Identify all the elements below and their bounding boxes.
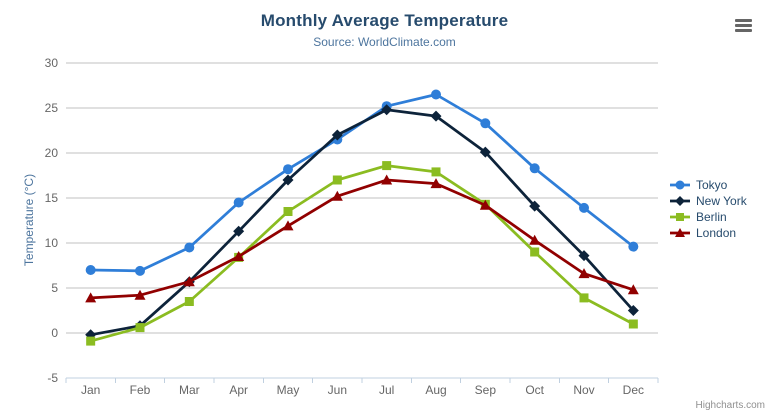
x-tick-label: Mar	[179, 383, 200, 397]
data-point-berlin[interactable]	[283, 207, 293, 216]
x-tick-label: Jul	[379, 383, 394, 397]
legend-square-icon	[670, 213, 690, 221]
data-point-new-york[interactable]	[233, 225, 245, 237]
data-point-tokyo[interactable]	[529, 163, 540, 174]
x-tick-label: Jan	[81, 383, 100, 397]
y-tick-label: 10	[45, 236, 59, 250]
x-tick-label: Apr	[229, 383, 248, 397]
data-point-berlin[interactable]	[135, 323, 145, 333]
x-tick-label: May	[277, 383, 300, 397]
data-point-new-york[interactable]	[282, 174, 294, 186]
data-point-berlin[interactable]	[530, 247, 540, 257]
x-tick-label: Dec	[623, 383, 644, 397]
data-point-london[interactable]	[233, 251, 245, 261]
legend-diamond-icon	[670, 196, 690, 206]
legend-label-berlin: Berlin	[696, 210, 727, 224]
series-line-new-york	[89, 108, 635, 337]
series-tokyo	[85, 89, 639, 276]
legend-item-new-york[interactable]: New York	[669, 195, 747, 207]
data-point-tokyo[interactable]	[431, 89, 441, 100]
legend-label-london: London	[696, 226, 737, 240]
x-tick-label: Nov	[573, 383, 594, 397]
data-point-new-york[interactable]	[627, 305, 639, 316]
hamburger-icon	[735, 19, 753, 32]
legend-label-new-york: New York	[696, 194, 747, 208]
chart-title: Monthly Average Temperature	[260, 11, 509, 30]
data-point-berlin[interactable]	[86, 336, 96, 346]
y-tick-label: 30	[45, 56, 59, 70]
data-point-london[interactable]	[529, 234, 541, 245]
legend-item-tokyo[interactable]: Tokyo	[669, 179, 747, 191]
data-point-berlin[interactable]	[382, 161, 392, 171]
export-menu-button[interactable]	[732, 14, 756, 36]
data-point-new-york[interactable]	[381, 104, 393, 116]
x-tick-label: Aug	[425, 383, 446, 397]
data-point-london[interactable]	[479, 199, 491, 210]
data-point-tokyo[interactable]	[283, 164, 293, 175]
y-tick-label: 5	[51, 281, 58, 295]
data-point-new-york[interactable]	[479, 146, 491, 158]
data-point-tokyo[interactable]	[628, 241, 639, 252]
series-london	[85, 174, 639, 303]
x-tick-label: Sep	[475, 383, 497, 397]
y-tick-label: 20	[45, 146, 59, 160]
data-point-london[interactable]	[430, 178, 442, 189]
chart-subtitle: Source: WorldClimate.com	[313, 35, 456, 49]
data-point-berlin[interactable]	[184, 297, 194, 306]
data-point-london[interactable]	[134, 289, 146, 300]
data-point-new-york[interactable]	[430, 110, 442, 122]
data-point-london[interactable]	[85, 292, 97, 303]
data-point-berlin[interactable]	[431, 167, 441, 177]
legend: Tokyo New York Berlin London	[669, 179, 747, 239]
y-tick-label: 0	[51, 326, 58, 340]
y-tick-label: 25	[45, 101, 59, 115]
data-point-london[interactable]	[381, 174, 393, 185]
highcharts-credit-link[interactable]: Highcharts.com	[695, 400, 765, 411]
y-tick-label: -5	[47, 371, 58, 385]
data-point-new-york[interactable]	[529, 200, 541, 212]
y-tick-label: 15	[45, 191, 59, 205]
data-point-london[interactable]	[627, 284, 639, 295]
data-point-tokyo[interactable]	[579, 202, 589, 213]
data-point-london[interactable]	[331, 190, 343, 201]
data-point-berlin[interactable]	[579, 293, 589, 303]
data-point-new-york[interactable]	[331, 129, 343, 141]
data-point-berlin[interactable]	[628, 319, 638, 329]
legend-circle-icon	[670, 180, 690, 190]
x-tick-label: Oct	[525, 383, 544, 397]
data-point-new-york[interactable]	[578, 250, 590, 262]
data-point-london[interactable]	[183, 276, 195, 287]
data-point-berlin[interactable]	[332, 175, 342, 185]
series-line-berlin	[89, 164, 635, 343]
legend-item-berlin[interactable]: Berlin	[669, 211, 747, 223]
series-new-york	[85, 104, 639, 341]
data-point-tokyo[interactable]	[184, 242, 195, 253]
x-tick-label: Feb	[130, 383, 151, 397]
data-point-tokyo[interactable]	[480, 118, 491, 129]
legend-item-london[interactable]: London	[669, 227, 747, 239]
series-line-london	[89, 178, 635, 300]
legend-triangle-icon	[670, 228, 690, 237]
data-point-london[interactable]	[578, 268, 590, 279]
data-point-tokyo[interactable]	[135, 265, 145, 276]
data-point-tokyo[interactable]	[85, 265, 96, 275]
x-tick-label: Jun	[328, 383, 347, 397]
data-point-london[interactable]	[282, 220, 294, 231]
legend-label-tokyo: Tokyo	[696, 178, 728, 192]
data-point-tokyo[interactable]	[233, 197, 244, 208]
